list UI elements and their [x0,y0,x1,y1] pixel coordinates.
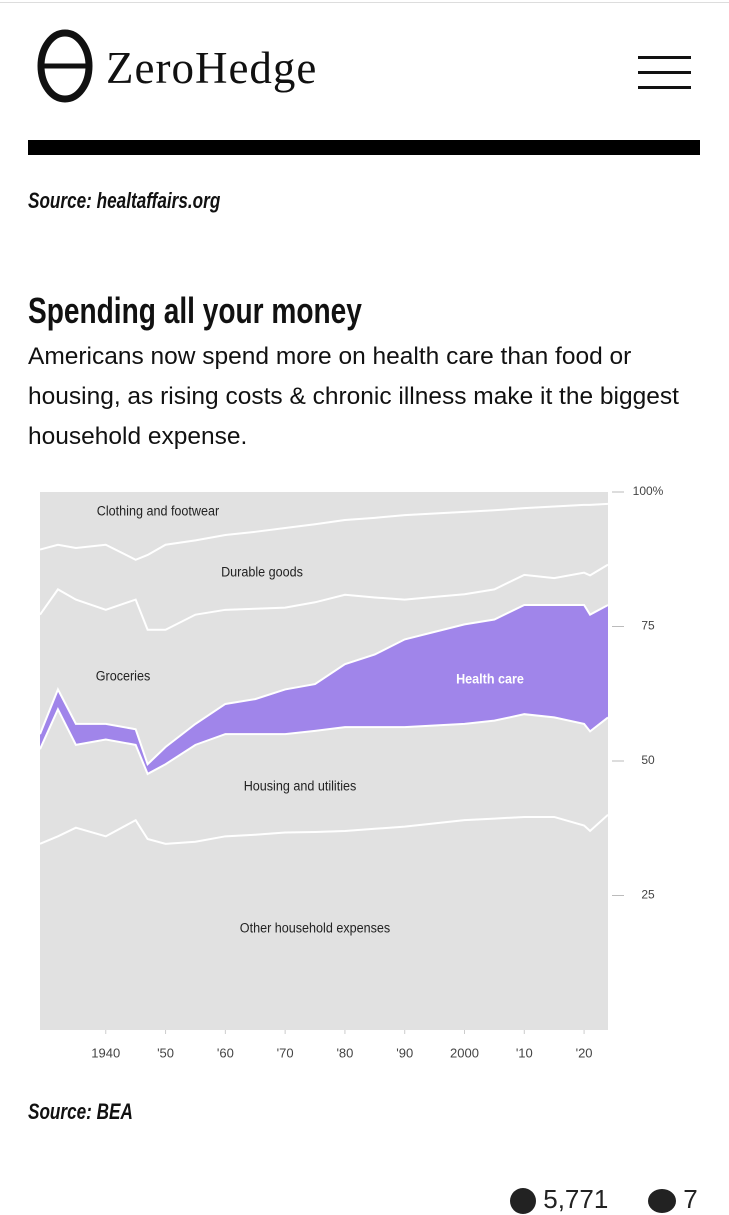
comments-count: 7 [683,1184,698,1214]
boundary-line [39,502,609,561]
x-tick-label: '80 [336,1045,353,1060]
x-tick-label: '50 [157,1045,174,1060]
x-tick-label: '10 [516,1045,533,1060]
boundary-line [39,814,609,845]
top-border [0,2,729,3]
menu-bar [638,56,691,59]
y-tick-label: 50 [641,753,655,767]
views-count: 5,771 [543,1184,609,1214]
cropped-image [28,140,700,155]
menu-bar [638,71,691,74]
views-icon [510,1188,536,1215]
x-tick-label: '90 [396,1045,413,1060]
y-tick-label: 100% [633,484,664,498]
x-tick-label: '70 [277,1045,294,1060]
x-tick-label: 1940 [91,1045,120,1060]
logo-ring [37,29,93,103]
source-text: Source: healtaffairs.org [28,188,221,213]
y-tick-label: 25 [641,888,655,902]
x-tick-label: 2000 [450,1045,479,1060]
area [40,709,608,844]
boundary-line [39,603,609,767]
x-tick-label: '60 [217,1045,234,1060]
boundary-line [39,563,609,631]
area [40,814,608,1030]
boundary-line [39,707,609,776]
menu-button[interactable] [638,56,692,90]
series-label: Groceries [96,668,151,684]
series-label: Clothing and footwear [97,503,220,519]
y-tick-label: 75 [641,619,655,633]
logo-icon[interactable] [36,28,96,104]
area [40,492,608,560]
area [40,564,608,765]
x-tick-label: '20 [576,1045,593,1060]
area [40,503,608,630]
menu-bar [638,86,691,89]
series-label: Durable goods [221,564,303,580]
paragraph: Americans now spend more on health care … [28,343,679,450]
series-label: Health care [456,671,524,687]
chart: Other household expenses Housing and util… [39,484,664,1060]
series-label: Housing and utilities [244,778,357,794]
brand[interactable]: ZeroHedge [106,43,318,93]
heading: Spending all your money [28,290,362,331]
comments-icon [648,1189,676,1214]
area [40,604,608,774]
source-text: Source: BEA [28,1099,133,1124]
series-label: Other household expenses [240,920,391,936]
